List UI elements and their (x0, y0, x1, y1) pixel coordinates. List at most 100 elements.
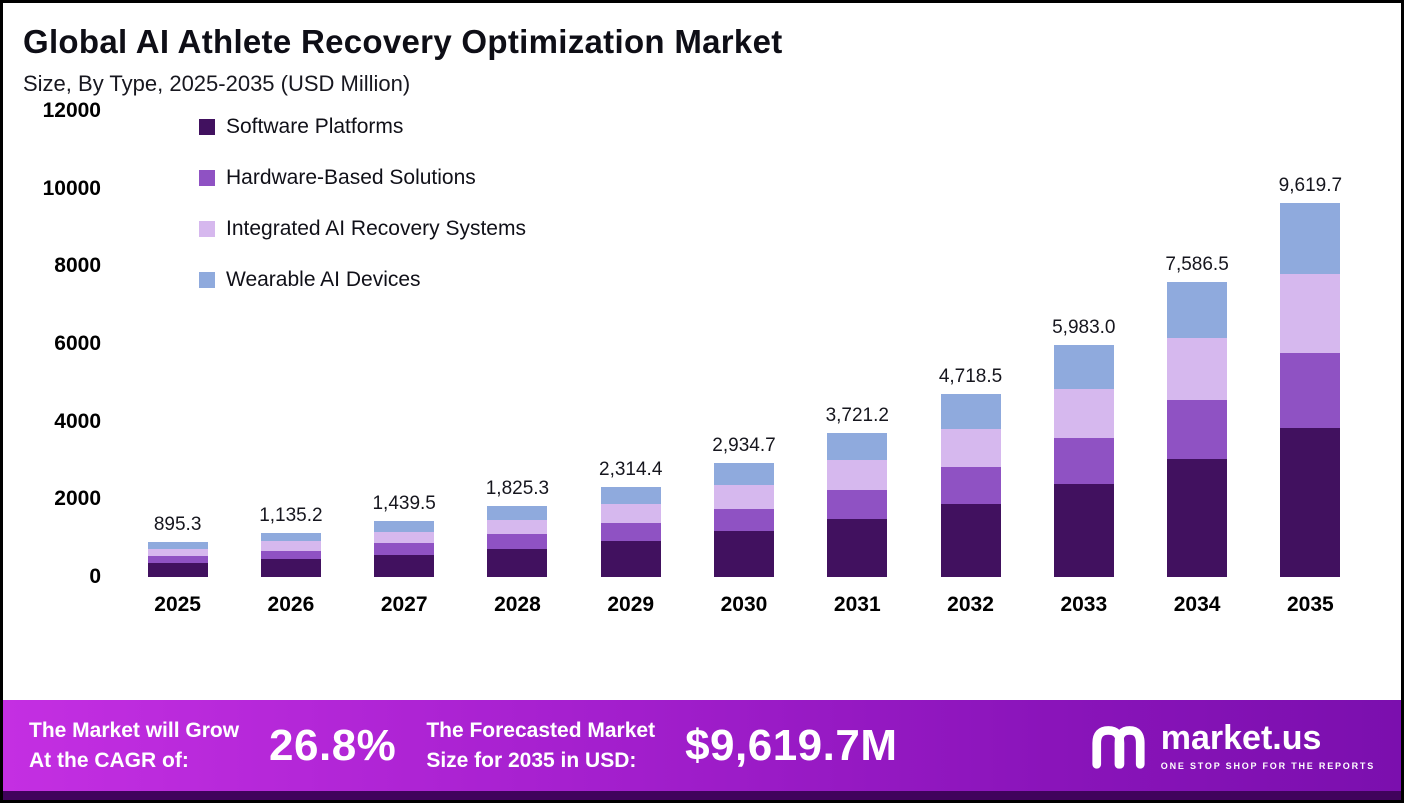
bar-total-label: 895.3 (153, 514, 202, 536)
bar-stack[interactable] (1167, 282, 1228, 577)
bar-stack[interactable] (374, 521, 435, 577)
bar-column: 895.3 (121, 111, 234, 577)
bar-stack[interactable] (487, 506, 548, 577)
page-subtitle: Size, By Type, 2025-2035 (USD Million) (23, 71, 411, 96)
bar-column: 7,586.5 (1140, 111, 1253, 577)
bar-segment[interactable] (487, 548, 548, 577)
bar-segment[interactable] (827, 490, 888, 520)
bar-segment[interactable] (1280, 352, 1341, 428)
bar-segment[interactable] (487, 519, 548, 535)
legend-item: Integrated AI Recovery Systems (199, 217, 526, 241)
bar-segment[interactable] (1053, 484, 1114, 577)
bar-stack[interactable] (1280, 203, 1341, 577)
bar-segment[interactable] (1167, 338, 1228, 401)
brand-tagline: ONE STOP SHOP FOR THE REPORTS (1160, 760, 1375, 771)
bar-segment[interactable] (1280, 274, 1341, 353)
bar-segment[interactable] (374, 531, 435, 544)
x-axis: 2025 2026 2027 2028 2029 2030 2031 2032 2033 2034… (121, 593, 1367, 617)
bar-segment[interactable] (260, 550, 321, 560)
bar-segment[interactable] (600, 541, 661, 577)
legend-item: Wearable AI Devices (199, 268, 526, 292)
bar-segment[interactable] (1167, 459, 1228, 577)
bar-stack[interactable] (827, 432, 888, 577)
forecast-label: The Forecasted Market Size for 2035 in U… (426, 716, 655, 775)
bar-stack[interactable] (600, 487, 661, 577)
brand-lockup[interactable]: market.us ONE STOP SHOP FOR THE REPORTS (1089, 714, 1375, 777)
bar-segment[interactable] (600, 487, 661, 505)
bar-segment[interactable] (1280, 203, 1341, 275)
legend-swatch-icon (199, 119, 215, 135)
legend-label: Integrated AI Recovery Systems (226, 217, 526, 240)
bar-segment[interactable] (940, 428, 1001, 468)
x-axis-label: 2032 (947, 593, 994, 616)
bar-segment[interactable] (713, 508, 774, 532)
plot-area: 0 2000 4000 6000 8000 10000 12000 Software Pla… (43, 99, 1367, 588)
bar-total-label: 5,983.0 (1052, 316, 1116, 338)
bar-segment[interactable] (1053, 437, 1114, 485)
bar-segment[interactable] (147, 563, 208, 577)
bar-column: 9,619.7 (1254, 111, 1367, 577)
bar-segment[interactable] (827, 519, 888, 577)
bar-total-label: 1,825.3 (485, 478, 550, 500)
bar-segment[interactable] (713, 463, 774, 485)
x-axis-label: 2025 (154, 593, 201, 616)
bar-segment[interactable] (147, 556, 208, 564)
x-axis-label: 2028 (494, 593, 541, 616)
x-axis-label: 2029 (607, 593, 655, 616)
marketus-logo-icon (1089, 714, 1147, 777)
legend-item: Software Platforms (199, 115, 526, 139)
bar-segment[interactable] (1280, 427, 1341, 577)
chart-header: Global AI Athlete Recovery Optimization … (3, 3, 1401, 97)
bar-segment[interactable] (1053, 388, 1114, 438)
bar-segment[interactable] (1167, 282, 1228, 339)
bar-segment[interactable] (827, 432, 888, 460)
bar-column: 4,718.5 (914, 111, 1027, 577)
y-tick-label: 12000 (42, 99, 101, 122)
x-axis-label: 2034 (1173, 593, 1221, 616)
bar-segment[interactable] (374, 521, 435, 532)
bar-total-label: 4,718.5 (938, 365, 1003, 387)
bar-segment[interactable] (147, 548, 208, 557)
bar-segment[interactable] (487, 506, 548, 520)
bar-total-label: 1,439.5 (372, 493, 436, 515)
brand-text: market.us ONE STOP SHOP FOR THE REPORTS (1161, 721, 1375, 771)
bar-stack[interactable] (1053, 344, 1114, 577)
bar-segment[interactable] (374, 543, 435, 555)
legend-label: Software Platforms (226, 115, 404, 138)
footer-banner: The Market will Grow At the CAGR of: 26.… (3, 700, 1401, 800)
legend-item: Hardware-Based Solutions (199, 166, 526, 190)
bar-segment[interactable] (260, 532, 321, 542)
bar-segment[interactable] (600, 523, 661, 542)
bar-stack[interactable] (147, 542, 208, 577)
bar-stack[interactable] (940, 393, 1001, 577)
bar-stack[interactable] (713, 463, 774, 577)
bar-stack[interactable] (260, 532, 321, 577)
bar-column: 3,721.2 (801, 111, 914, 577)
bar-segment[interactable] (600, 504, 661, 524)
page-title: Global AI Athlete Recovery Optimization … (23, 23, 783, 60)
y-tick-label: 4000 (54, 409, 101, 433)
bar-segment[interactable] (374, 554, 435, 577)
x-axis-label: 2026 (267, 593, 315, 616)
bar-segment[interactable] (487, 534, 548, 549)
bar-segment[interactable] (940, 467, 1001, 504)
x-axis-label: 2033 (1060, 593, 1108, 616)
bar-segment[interactable] (827, 459, 888, 491)
bar-segment[interactable] (260, 559, 321, 577)
bar-segment[interactable] (713, 484, 774, 509)
y-tick-label: 2000 (54, 487, 101, 511)
y-tick-label: 8000 (54, 254, 101, 278)
bar-total-label: 9,619.7 (1278, 175, 1343, 197)
bar-total-label: 2,314.4 (599, 459, 663, 481)
bar-segment[interactable] (147, 542, 208, 549)
bar-column: 5,983.0 (1027, 111, 1140, 577)
bar-column: 1,439.5 (348, 111, 461, 577)
bar-segment[interactable] (940, 393, 1001, 429)
bar-segment[interactable] (260, 541, 321, 551)
bar-total-label: 2,934.7 (712, 435, 776, 457)
bar-total-label: 3,721.2 (825, 404, 889, 426)
bar-segment[interactable] (713, 531, 774, 577)
bar-segment[interactable] (940, 503, 1001, 577)
bar-segment[interactable] (1053, 344, 1114, 389)
bar-segment[interactable] (1167, 400, 1228, 460)
